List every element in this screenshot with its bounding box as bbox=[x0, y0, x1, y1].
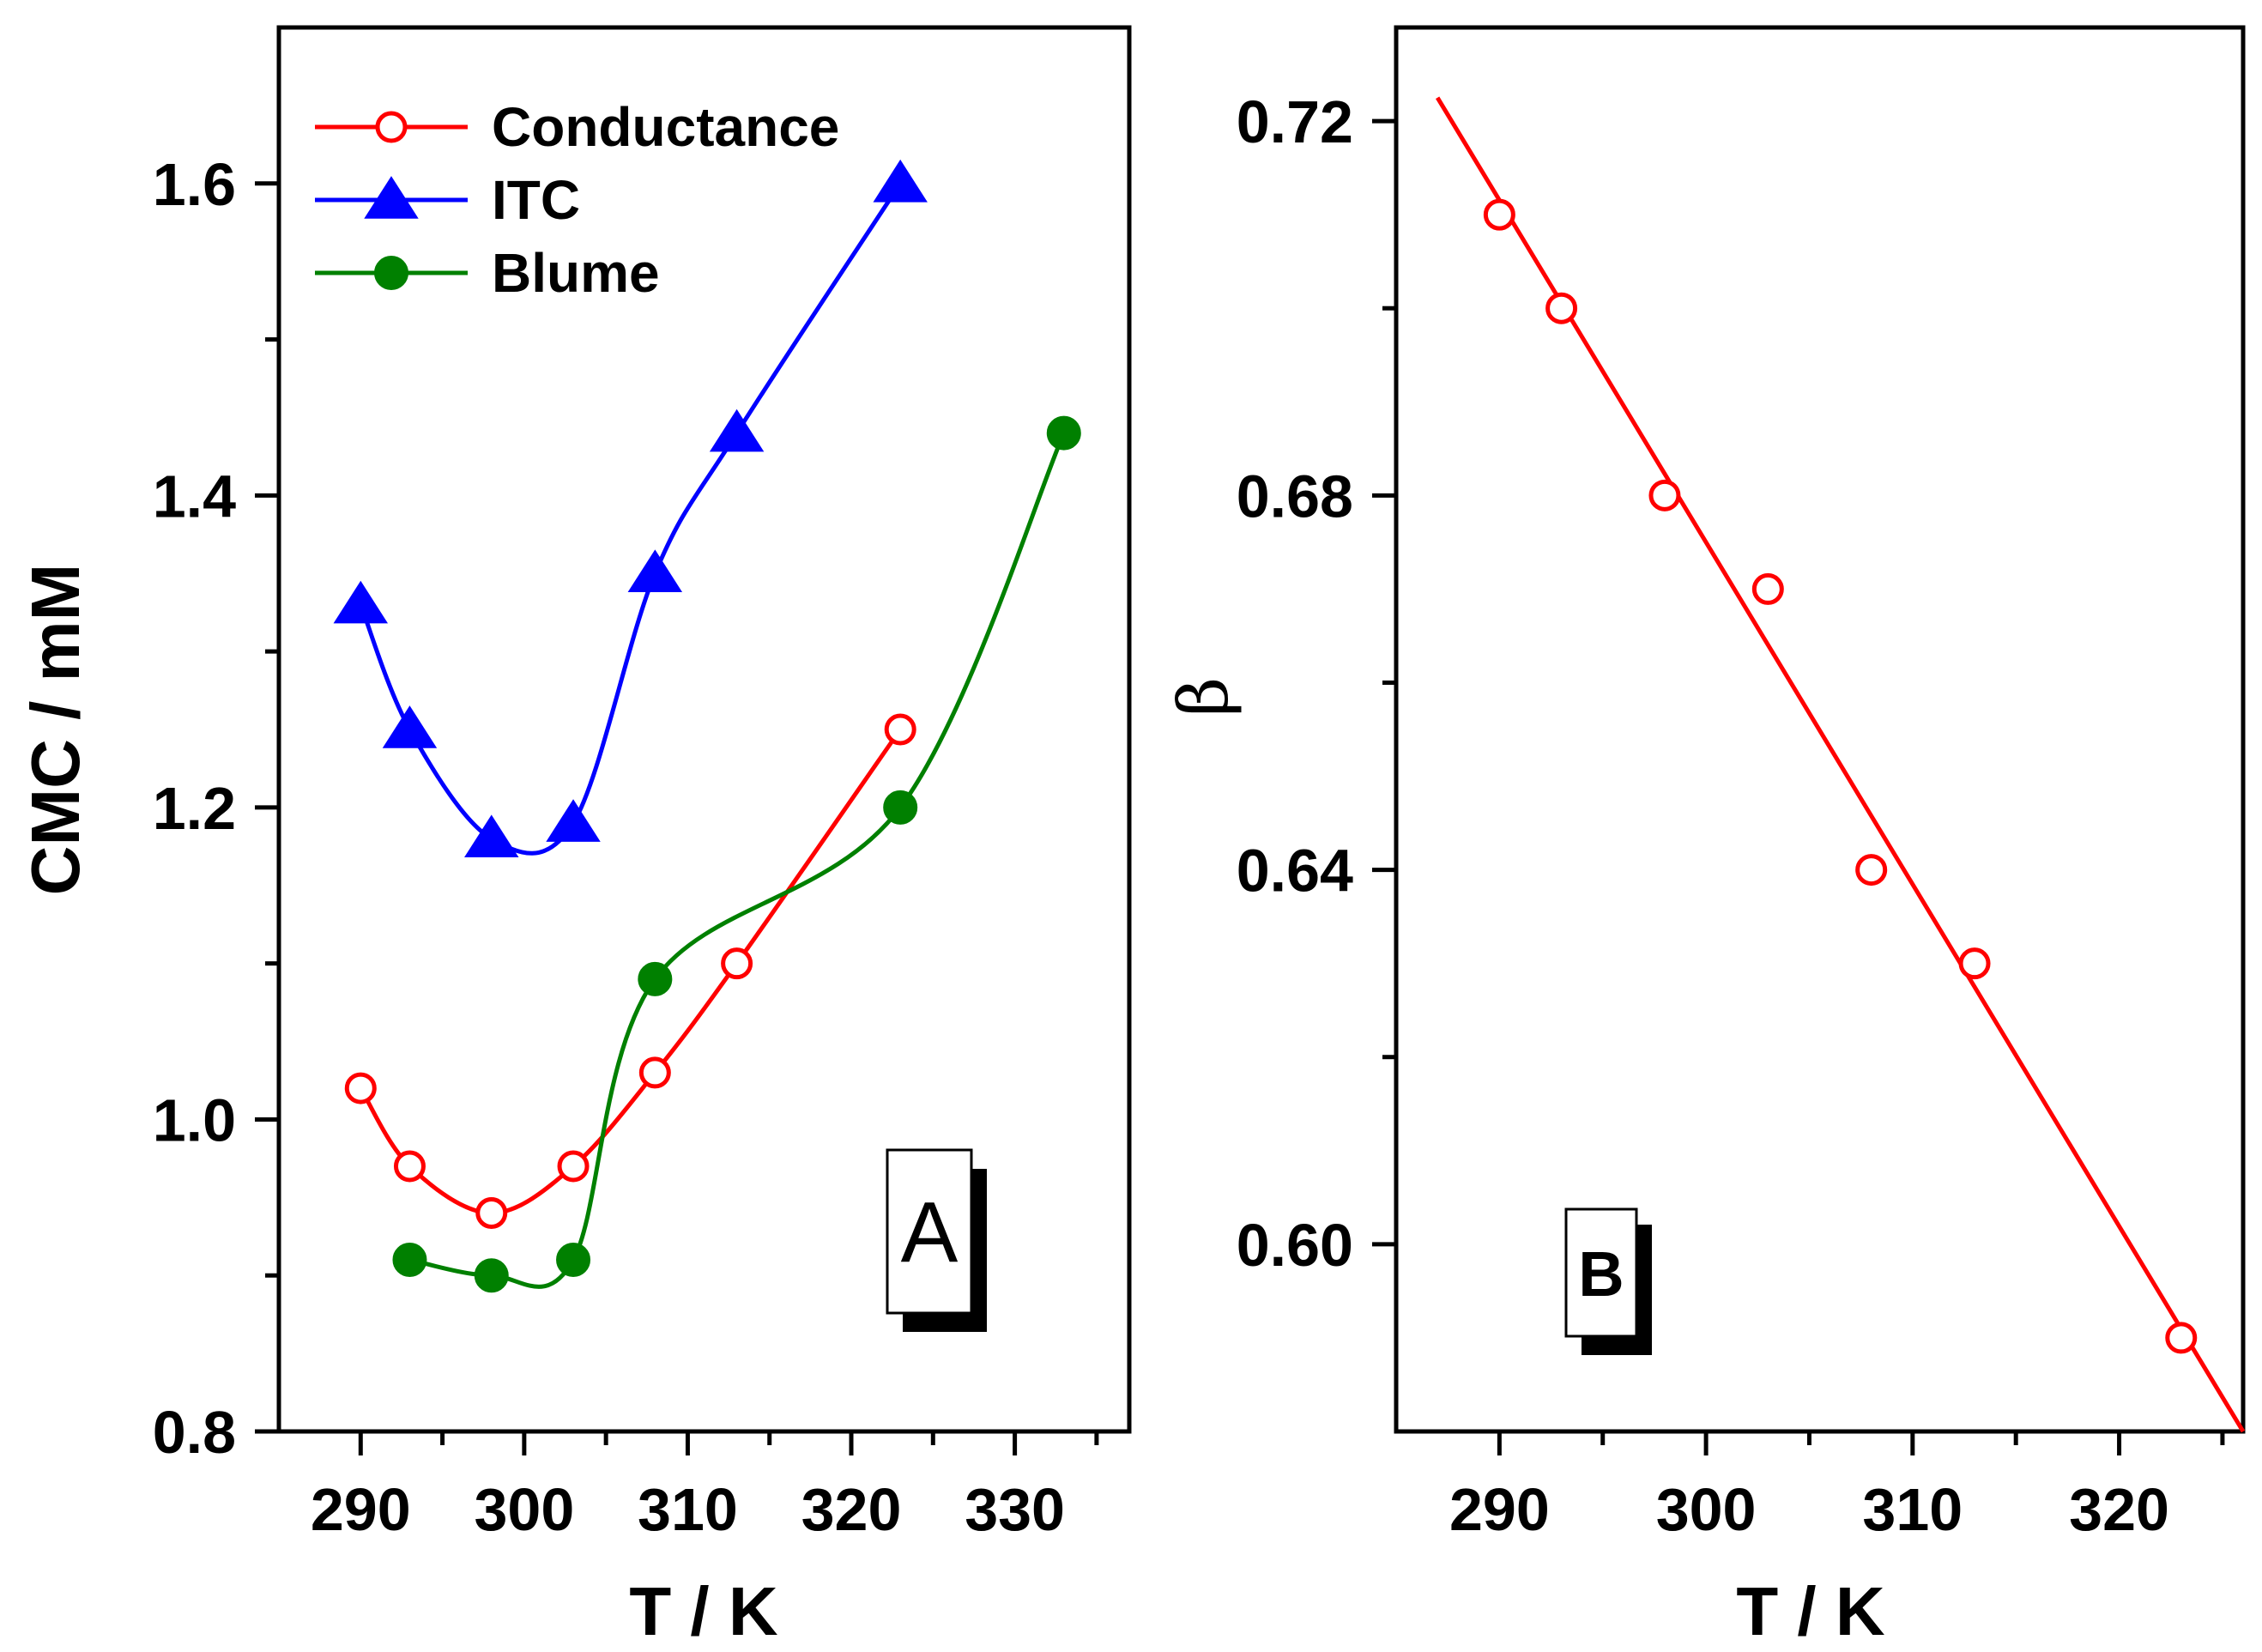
panel-b-label: B bbox=[1578, 1238, 1624, 1310]
data-point-conductance bbox=[638, 1056, 671, 1089]
legend-label-itc: ITC bbox=[492, 169, 580, 231]
panel-b-x-tick-label: 310 bbox=[1862, 1476, 1963, 1543]
panel-b-y-tick-label: 0.68 bbox=[1237, 463, 1353, 529]
panel-b-y-tick-label: 0.64 bbox=[1237, 838, 1353, 905]
data-point-itc bbox=[873, 159, 928, 203]
panel-a-legend: Conductance ITC Blume bbox=[315, 96, 839, 304]
data-point-beta bbox=[1751, 572, 1784, 605]
panel-a: 290 300 310 320 330 0.8 1.0 1.2 1.4 1.6 Conductan… bbox=[17, 25, 1132, 1649]
data-point-beta bbox=[1483, 198, 1515, 231]
panel-b: 290 300 310 320 0.60 0.64 0.68 0.72 B T / K β bbox=[1164, 25, 2246, 1649]
panel-b-y-tick-label: 0.60 bbox=[1237, 1212, 1353, 1279]
data-point-conductance bbox=[344, 1072, 377, 1104]
panel-b-x-tick-label: 300 bbox=[1656, 1476, 1757, 1543]
data-point-blume bbox=[474, 1258, 509, 1293]
panel-b-x-tick-label: 320 bbox=[2069, 1476, 2169, 1543]
data-point-beta bbox=[1855, 854, 1888, 887]
data-point-itc bbox=[709, 408, 765, 452]
panel-a-y-axis-label: CMC / mM bbox=[17, 564, 94, 896]
data-point-beta bbox=[1648, 479, 1681, 511]
data-point-beta bbox=[2165, 1322, 2198, 1354]
panel-a-label: A bbox=[901, 1184, 959, 1280]
data-point-conductance bbox=[475, 1197, 508, 1230]
panel-b-label-frame bbox=[1564, 1207, 1638, 1338]
legend-label-blume: Blume bbox=[492, 242, 660, 304]
legend-marker-blume bbox=[374, 256, 408, 290]
data-point-blume bbox=[883, 790, 918, 825]
data-point-blume bbox=[392, 1243, 427, 1278]
panel-a-y-tick-label: 1.2 bbox=[153, 775, 236, 842]
panel-b-plot-frame bbox=[1394, 25, 2246, 1434]
series-line-conductance bbox=[359, 728, 903, 1216]
data-point-itc bbox=[627, 549, 683, 593]
panel-a-x-axis-label: T / K bbox=[629, 1573, 778, 1649]
panel-a-x-tick-label: 320 bbox=[801, 1476, 902, 1543]
data-point-beta bbox=[1545, 292, 1578, 324]
legend-label-conductance: Conductance bbox=[492, 96, 839, 158]
data-point-beta bbox=[1958, 947, 1991, 980]
data-point-blume bbox=[1046, 415, 1081, 451]
data-point-blume bbox=[638, 961, 673, 996]
data-point-itc bbox=[382, 705, 438, 748]
panel-a-x-tick-label: 300 bbox=[474, 1476, 574, 1543]
panel-a-x-tick-label: 290 bbox=[311, 1476, 411, 1543]
panel-b-y-tick-label: 0.72 bbox=[1237, 88, 1353, 155]
data-point-conductance bbox=[721, 947, 753, 980]
panel-a-x-tick-label: 330 bbox=[965, 1476, 1065, 1543]
panel-a-y-tick-label: 0.8 bbox=[153, 1399, 236, 1466]
panel-a-y-tick-label: 1.6 bbox=[153, 151, 236, 218]
panel-a-y-tick-label: 1.4 bbox=[153, 463, 236, 529]
panel-b-x-tick-label: 290 bbox=[1449, 1476, 1550, 1543]
panel-b-x-axis-label: T / K bbox=[1736, 1573, 1885, 1649]
data-point-itc bbox=[464, 814, 519, 858]
legend-marker-itc bbox=[364, 176, 419, 219]
data-point-conductance bbox=[557, 1150, 590, 1183]
panel-b-y-axis-label: β bbox=[1164, 677, 1243, 717]
legend-marker-conductance bbox=[375, 111, 408, 143]
data-point-blume bbox=[556, 1243, 591, 1278]
panel-a-plot-frame bbox=[276, 25, 1132, 1434]
data-point-itc bbox=[333, 580, 389, 624]
panel-a-x-tick-label: 310 bbox=[638, 1476, 738, 1543]
panel-a-label-frame bbox=[886, 1148, 973, 1315]
panel-b-label-box: B bbox=[1564, 1207, 1652, 1355]
data-point-conductance bbox=[393, 1150, 426, 1183]
panel-a-label-box: A bbox=[886, 1148, 987, 1332]
data-point-itc bbox=[546, 799, 601, 842]
data-point-conductance bbox=[884, 713, 916, 746]
panel-a-y-tick-label: 1.0 bbox=[153, 1086, 236, 1153]
